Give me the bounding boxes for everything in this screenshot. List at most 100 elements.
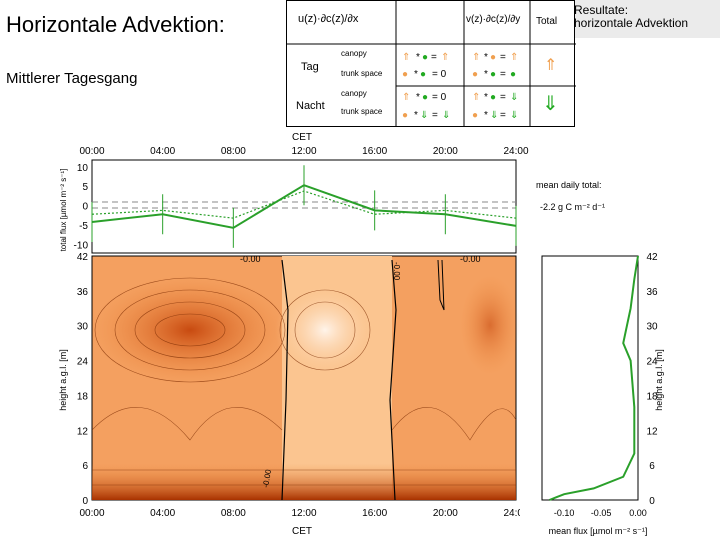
y-tick-label: 24 <box>77 357 89 368</box>
leaf-icon: ● <box>420 69 426 80</box>
equals-sign: = <box>432 110 438 121</box>
group-tag: Tag <box>301 61 319 73</box>
x-tick-label: 16:00 <box>362 508 387 519</box>
leaf-icon: ● <box>472 69 478 80</box>
y-tick-label: 5 <box>82 182 88 193</box>
y-tick-label: 42 <box>77 252 89 263</box>
y-tick-label: 6 <box>82 461 88 472</box>
mean-total-value: -2.2 g C m⁻² d⁻¹ <box>540 202 605 212</box>
y-tick-label: 36 <box>77 287 89 298</box>
total-flux-chart: CET 00:00 04:00 08:00 12:00 16:00 20:00 24:00 … <box>59 132 605 254</box>
up-arrow-icon: ⇑ <box>472 92 480 103</box>
up-arrow-icon: ⇑ <box>510 52 518 63</box>
leaf-icon: ● <box>402 110 408 121</box>
y-tick-label: 0 <box>82 496 88 507</box>
down-arrow-icon: ⇓ <box>510 92 518 103</box>
layer-label: trunk space <box>341 69 383 78</box>
result-line-1: Resultate: <box>574 3 629 17</box>
x-tick-label: 0.00 <box>629 508 647 518</box>
layer-label: canopy <box>341 49 367 58</box>
profile-series-line <box>549 255 639 501</box>
result-line-2: horizontale Advektion <box>574 16 689 30</box>
x-tick-label: 04:00 <box>150 146 175 157</box>
equals-zero: = 0 <box>432 69 447 80</box>
svg-text:*: * <box>484 52 488 63</box>
svg-text:*: * <box>416 92 420 103</box>
flux-series-line <box>91 190 517 219</box>
x-tick-label: 00:00 <box>79 146 104 157</box>
svg-text:*: * <box>414 110 418 121</box>
y-tick-label: 6 <box>649 461 655 472</box>
equals-zero: = 0 <box>432 92 447 103</box>
contour-label: -0.00 <box>460 254 481 264</box>
y-tick-label: 24 <box>646 357 658 368</box>
leaf-icon: ● <box>490 52 496 63</box>
contour-label: -0.00 <box>392 262 401 281</box>
down-arrow-icon: ⇓ <box>420 110 428 121</box>
total-label: Total <box>536 16 557 27</box>
y-tick-label: -10 <box>74 240 89 251</box>
group-nacht: Nacht <box>296 100 325 112</box>
up-arrow-icon: ⇑ <box>544 57 557 74</box>
slide-title: Horizontale Advektion: <box>6 12 225 37</box>
svg-text:*: * <box>484 92 488 103</box>
contour-label: -0.00 <box>240 254 261 264</box>
equals-sign: = <box>500 92 506 103</box>
x-tick-label: 12:00 <box>291 146 316 157</box>
up-arrow-icon: ⇑ <box>402 92 410 103</box>
col1-expr: u(z)·∂c(z)/∂x <box>298 13 359 25</box>
x-axis-label: CET <box>292 526 312 537</box>
y-tick-label: 18 <box>77 391 89 402</box>
x-tick-label: 24:00 <box>503 146 528 157</box>
x-tick-label: 00:00 <box>79 508 104 519</box>
svg-text:*: * <box>414 69 418 80</box>
x-tick-label: 16:00 <box>362 146 387 157</box>
mean-flux-profile-chart: -0.10 -0.05 0.00 42 36 30 24 18 12 6 0 height a.g… <box>541 252 664 536</box>
svg-text:*: * <box>484 69 488 80</box>
x-tick-label: -0.10 <box>554 508 575 518</box>
down-arrow-icon: ⇓ <box>510 110 518 121</box>
y-tick-label: 12 <box>646 426 658 437</box>
leaf-icon: ● <box>472 110 478 121</box>
contour-label: -0.00 <box>261 468 273 488</box>
mean-total-label: mean daily total: <box>536 180 602 190</box>
equals-sign: = <box>431 52 437 63</box>
svg-text:*: * <box>416 52 420 63</box>
layer-label: canopy <box>341 89 367 98</box>
leaf-icon: ● <box>510 69 516 80</box>
down-arrow-icon: ⇓ <box>490 110 498 121</box>
x-tick-label: -0.05 <box>591 508 612 518</box>
y-tick-label: 30 <box>646 322 658 333</box>
x-axis-label: mean flux [µmol m⁻² s⁻¹] <box>549 526 648 536</box>
x-tick-label: 08:00 <box>221 146 246 157</box>
y-tick-label: 18 <box>646 391 658 402</box>
y-tick-label: 36 <box>646 287 658 298</box>
x-tick-label: 04:00 <box>150 508 175 519</box>
y-tick-label: 30 <box>77 322 89 333</box>
down-arrow-icon: ⇓ <box>542 93 559 115</box>
equals-sign: = <box>500 110 506 121</box>
up-arrow-icon: ⇑ <box>402 52 410 63</box>
slide-subtitle: Mittlerer Tagesgang <box>6 70 138 87</box>
result-box: Resultate: horizontale Advektion <box>574 0 720 38</box>
svg-text:*: * <box>484 110 488 121</box>
up-arrow-icon: ⇑ <box>441 52 449 63</box>
y-tick-label: 10 <box>77 163 89 174</box>
y-axis-label: height a.g.l. [m] <box>58 349 68 411</box>
up-arrow-icon: ⇑ <box>472 52 480 63</box>
y-tick-label: 0 <box>649 496 655 507</box>
leaf-icon: ● <box>422 52 428 63</box>
y-tick-label: 42 <box>646 252 658 263</box>
leaf-icon: ● <box>402 69 408 80</box>
down-arrow-icon: ⇓ <box>442 110 450 121</box>
advection-legend-table: u(z)·∂c(z)/∂x v(z)·∂c(z)/∂y Total Tag Na… <box>286 0 576 127</box>
leaf-icon: ● <box>490 92 496 103</box>
equals-sign: = <box>500 52 506 63</box>
x-tick-label: 12:00 <box>291 508 316 519</box>
x-tick-label: 24:00 <box>503 508 520 519</box>
advection-heatmap: -0.00 -0.00 -0.00 -0.00 00:00 04:00 08:00 1… <box>58 252 520 537</box>
leaf-icon: ● <box>490 69 496 80</box>
y-axis-label: total flux [µmol m⁻² s⁻¹] <box>59 169 68 252</box>
x-tick-label: 08:00 <box>221 508 246 519</box>
x-tick-label: 20:00 <box>433 146 458 157</box>
